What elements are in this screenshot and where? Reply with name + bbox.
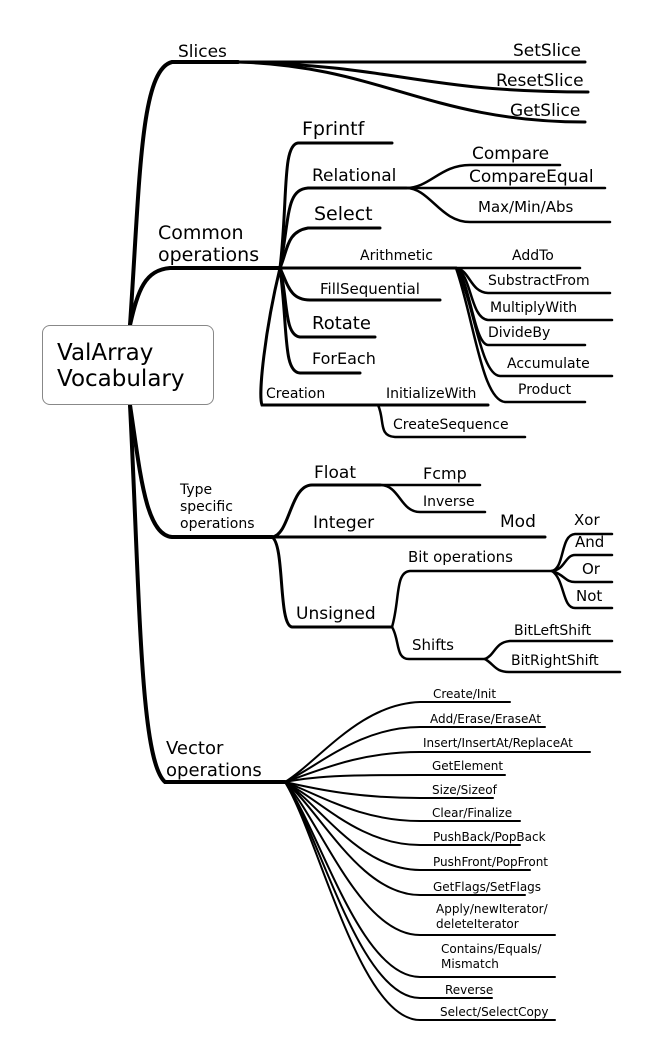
vector-item-reverse: Reverse xyxy=(445,983,494,997)
arithmetic-child-product: Product xyxy=(518,382,572,398)
unsigned-label: Unsigned xyxy=(296,604,376,624)
relational-child-maxminabs: Max/Min/Abs xyxy=(478,198,574,216)
trunk-common xyxy=(128,266,282,327)
fillsequential-label: FillSequential xyxy=(320,280,420,298)
vector-item-getelement: GetElement xyxy=(432,759,504,773)
type-label-line1: Type xyxy=(180,482,213,498)
slices-child-setslice: SetSlice xyxy=(513,41,581,61)
vector-item-add-erase: Add/Erase/EraseAt xyxy=(430,712,542,726)
vector-label-line2: operations xyxy=(166,760,262,781)
arithmetic-child-multiplywith: MultiplyWith xyxy=(490,300,578,316)
vector-item-pushfront: PushFront/PopFront xyxy=(433,855,549,869)
type-label-line3: operations xyxy=(180,516,255,532)
vector-item-apply-line1: Apply/newIterator/ xyxy=(436,902,548,916)
bit-child-xor: Xor xyxy=(574,511,600,529)
common-label-line1: Common xyxy=(158,222,244,244)
vector-item-getflags: GetFlags/SetFlags xyxy=(433,880,542,894)
vector-item-create-init: Create/Init xyxy=(433,687,497,701)
vector-item-contains-line1: Contains/Equals/ xyxy=(441,942,542,956)
fprintf-label: Fprintf xyxy=(302,118,365,140)
root-node: ValArray Vocabulary xyxy=(42,325,214,405)
slices-child-resetslice: ResetSlice xyxy=(496,71,584,91)
integer-child-mod: Mod xyxy=(500,512,536,532)
shifts-child-bitrightshift: BitRightShift xyxy=(511,653,599,669)
slices-child-getslice: GetSlice xyxy=(510,101,581,121)
foreach-label: ForEach xyxy=(312,349,376,368)
relational-label: Relational xyxy=(312,166,397,186)
arithmetic-child-divideby: DivideBy xyxy=(488,325,551,341)
arithmetic-child-addto: AddTo xyxy=(512,248,554,264)
creation-label: Creation xyxy=(266,386,326,402)
slices-label: Slices xyxy=(178,42,227,62)
arithmetic-label: Arithmetic xyxy=(360,248,433,264)
float-child-fcmp: Fcmp xyxy=(423,464,467,483)
bit-child-or: Or xyxy=(582,560,600,578)
relational-child-compareequal: CompareEqual xyxy=(469,167,594,187)
vector-item-select: Select/SelectCopy xyxy=(440,1005,549,1019)
vector-item-clear: Clear/Finalize xyxy=(432,806,513,820)
float-label: Float xyxy=(314,463,356,483)
float-child-inverse: Inverse xyxy=(423,494,475,510)
vector-item-apply-line2: deleteIterator xyxy=(436,917,519,931)
common-label-line2: operations xyxy=(158,244,260,266)
creation-child-createsequence: CreateSequence xyxy=(393,417,509,433)
relational-child-compare: Compare xyxy=(472,144,550,164)
vector-item-contains-line2: Mismatch xyxy=(441,957,499,971)
vector-item-pushback: PushBack/PopBack xyxy=(433,830,546,844)
vector-label-line1: Vector xyxy=(166,738,224,759)
bit-child-not: Not xyxy=(576,587,603,605)
select-label: Select xyxy=(314,203,373,225)
arithmetic-child-accumulate: Accumulate xyxy=(507,356,590,372)
shifts-child-bitleftshift: BitLeftShift xyxy=(514,623,592,639)
bit-operations-label: Bit operations xyxy=(408,548,513,566)
type-label-line2: specific xyxy=(180,499,233,515)
creation-child-initializewith: InitializeWith xyxy=(386,386,477,402)
trunk-slices xyxy=(128,60,240,327)
shifts-label: Shifts xyxy=(412,636,454,654)
vector-item-insert: Insert/InsertAt/ReplaceAt xyxy=(423,736,573,750)
vector-item-size: Size/Sizeof xyxy=(432,783,497,797)
root-label: ValArray Vocabulary xyxy=(57,340,185,392)
trunk-vector xyxy=(128,403,287,784)
trunk-type xyxy=(128,403,274,539)
integer-label: Integer xyxy=(313,513,375,533)
root-label-line2: Vocabulary xyxy=(57,366,185,392)
bit-child-and: And xyxy=(575,533,605,551)
rotate-label: Rotate xyxy=(312,313,371,334)
arithmetic-child-substractfrom: SubstractFrom xyxy=(488,273,590,289)
root-label-line1: ValArray xyxy=(57,340,154,366)
